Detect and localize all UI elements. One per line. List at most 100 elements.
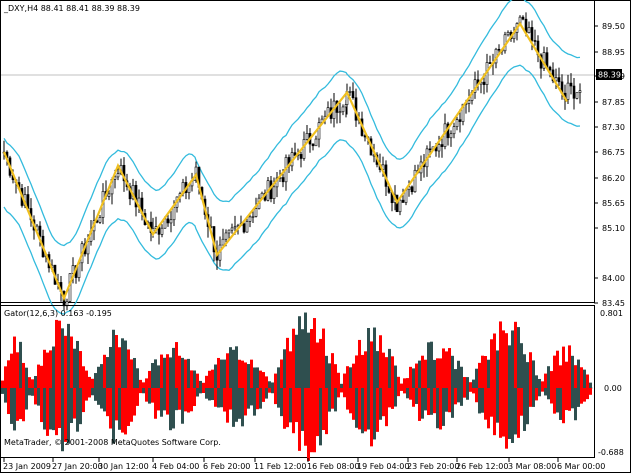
gator-lower-bar xyxy=(13,388,16,431)
gator-lower-bar xyxy=(424,388,427,411)
gator-upper-bar xyxy=(178,355,181,388)
gator-lower-bar xyxy=(10,388,13,424)
gator-lower-bar xyxy=(112,388,115,444)
gator-lower-bar xyxy=(7,388,10,415)
gator-upper-bar xyxy=(10,353,13,388)
gator-lower-bar xyxy=(571,388,574,409)
gator-upper-bar xyxy=(34,375,37,388)
candle-body xyxy=(455,119,459,128)
gator-lower-bar xyxy=(58,388,61,428)
gator-upper-bar xyxy=(145,378,148,388)
gator-lower-bar xyxy=(325,388,328,435)
gator-upper-bar xyxy=(352,363,355,388)
gator-lower-bar xyxy=(454,388,457,405)
gator-lower-bar xyxy=(145,388,148,402)
candle-body xyxy=(410,186,414,193)
candle-body xyxy=(311,143,315,147)
gator-upper-bar xyxy=(67,323,70,388)
gator-lower-bar xyxy=(442,388,445,426)
gator-upper-bar xyxy=(448,348,451,388)
gator-lower-bar xyxy=(307,388,310,461)
gator-upper-bar xyxy=(148,370,151,388)
gator-lower-bar xyxy=(556,388,559,413)
gator-lower-bar xyxy=(403,388,406,394)
gator-upper-bar xyxy=(538,378,541,388)
gator-lower-bar xyxy=(295,388,298,423)
gator-upper-bar xyxy=(340,383,343,388)
gator-upper-bar xyxy=(568,345,571,388)
gator-upper-bar xyxy=(142,382,145,388)
gator-lower-bar xyxy=(544,388,547,396)
candle-body xyxy=(566,82,570,100)
gator-lower-bar xyxy=(460,388,463,406)
gator-upper-bar xyxy=(100,364,103,388)
candle-body xyxy=(166,218,170,224)
gator-panel[interactable]: Gator(12,6,3) 0.163 -0.195 0.801 0.00 -0… xyxy=(0,305,624,461)
candle-body xyxy=(169,219,173,224)
gator-lower-bar xyxy=(244,388,247,416)
gator-upper-bar xyxy=(43,349,46,388)
gator-upper-bar xyxy=(13,336,16,388)
candle-body xyxy=(467,100,471,104)
candle-body xyxy=(521,16,525,20)
gator-lower-bar xyxy=(346,388,349,410)
gator-upper-bar xyxy=(109,346,112,388)
gator-lower-bar xyxy=(436,388,439,429)
candle-body xyxy=(348,91,352,93)
gator-upper-bar xyxy=(106,357,109,388)
gator-lower-bar xyxy=(550,388,553,404)
price-tick-label: 86.20 xyxy=(602,174,625,183)
gator-upper-bar xyxy=(583,369,586,388)
gator-upper-bar xyxy=(22,362,25,388)
gator-lower-bar xyxy=(100,388,103,409)
gator-upper-bar xyxy=(532,360,535,388)
time-tick-label: 23 Feb 20:00 xyxy=(407,462,459,471)
gator-upper-bar xyxy=(166,354,169,388)
gator-upper-bar xyxy=(103,354,106,388)
gator-upper-bar xyxy=(562,346,565,388)
gator-upper-bar xyxy=(319,338,322,388)
gator-upper-bar xyxy=(391,356,394,388)
gator-upper-bar xyxy=(301,329,304,388)
gator-lower-bar xyxy=(70,388,73,424)
gator-upper-bar xyxy=(97,366,100,388)
candle-body xyxy=(116,173,120,178)
gator-upper-bar xyxy=(232,349,235,388)
gator-upper-bar xyxy=(190,370,193,388)
gator-lower-bar xyxy=(490,388,493,417)
gator-upper-bar xyxy=(4,366,7,388)
gator-upper-bar xyxy=(211,369,214,388)
gator-upper-bar xyxy=(394,365,397,388)
gator-lower-bar xyxy=(226,388,229,423)
gator-upper-bar xyxy=(208,370,211,388)
gator-lower-bar xyxy=(547,388,550,400)
gator-upper-bar xyxy=(517,327,520,388)
gator-upper-bar xyxy=(250,359,253,388)
gator-upper-bar xyxy=(523,354,526,388)
gator-upper-bar xyxy=(298,316,301,388)
gator-upper-bar xyxy=(556,350,559,388)
gator-lower-bar xyxy=(463,388,466,398)
gator-lower-bar xyxy=(61,388,64,452)
price-panel[interactable]: _DXY,H4 88.41 88.41 88.39 88.39 89.50 88.… xyxy=(0,0,625,315)
gator-lower-bar xyxy=(520,388,523,416)
gator-lower-bar xyxy=(169,388,172,431)
gator-upper-bar xyxy=(286,337,289,388)
gator-upper-bar xyxy=(133,357,136,388)
candle-body xyxy=(317,122,321,140)
gator-lower-bar xyxy=(175,388,178,411)
gator-lower-bar xyxy=(484,388,487,420)
gator-upper-bar xyxy=(49,350,52,388)
gator-lower-bar xyxy=(79,388,82,425)
gator-lower-bar xyxy=(4,388,7,403)
gator-upper-bar xyxy=(574,365,577,388)
gator-upper-bar xyxy=(199,380,202,388)
gator-upper-bar xyxy=(406,378,409,388)
gator-lower-bar xyxy=(532,388,535,407)
gator-lower-bar xyxy=(190,388,193,412)
price-tick-label: 84.00 xyxy=(602,274,625,283)
gator-lower-bar xyxy=(91,388,94,396)
gator-upper-bar xyxy=(151,363,154,388)
gator-lower-bar xyxy=(199,388,202,394)
